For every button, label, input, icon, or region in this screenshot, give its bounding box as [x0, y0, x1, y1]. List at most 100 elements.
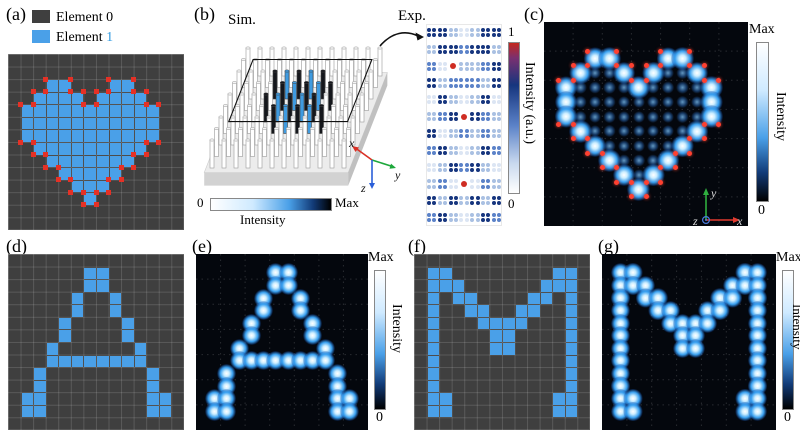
element1-cell — [565, 405, 578, 418]
exp-dot — [432, 33, 436, 37]
element1-cell — [477, 317, 490, 330]
exp-dot — [497, 196, 502, 201]
exp-dot — [481, 184, 486, 189]
element1-cell — [71, 117, 84, 130]
exp-dot — [453, 83, 458, 88]
element1-cell — [565, 267, 578, 280]
exp-dot — [492, 128, 496, 133]
exp-dot — [481, 201, 486, 206]
corner-marker-dot — [701, 136, 707, 142]
exp-dot — [432, 95, 436, 100]
intensity-dot — [661, 125, 675, 138]
exp-dot — [481, 167, 486, 172]
element1-cell — [109, 117, 122, 130]
exp-dot — [442, 117, 447, 122]
exp-dot — [470, 44, 475, 49]
element1-cell — [84, 355, 96, 368]
hbar-max-label: Max — [335, 195, 359, 210]
legend-element-1-label: Element 1 — [56, 30, 114, 45]
legend: Element 0 Element 1 — [32, 8, 113, 48]
exp-dot — [470, 201, 475, 206]
exp-dot — [442, 134, 447, 138]
exp-colorbar — [508, 42, 520, 194]
element1-cell — [71, 305, 84, 317]
element1-cell — [477, 305, 490, 317]
element1-cell — [565, 292, 578, 305]
intensity-dot — [603, 66, 616, 80]
element1-cell — [97, 280, 109, 292]
intensity-dot — [574, 96, 587, 109]
intensity-dot — [710, 300, 730, 321]
intensity-dot — [603, 110, 616, 123]
c-bar-max-label: Max — [749, 22, 775, 37]
corner-marker-dot — [628, 194, 634, 200]
intensity-dot — [632, 96, 645, 109]
exp-dot — [437, 49, 442, 54]
exp-dot — [497, 218, 502, 223]
panel-label-g: (g) — [598, 236, 619, 256]
intensity-dot — [588, 81, 602, 94]
element1-cell — [84, 180, 96, 193]
element1-cell — [109, 105, 122, 117]
element1-cell — [465, 305, 477, 317]
element1-cell — [59, 168, 71, 180]
exp-dot — [470, 218, 475, 223]
element1-cell — [46, 155, 59, 168]
element1-cell — [427, 267, 440, 280]
element1-cell — [134, 105, 147, 117]
corner-marker-dot — [556, 121, 562, 127]
exp-dot — [481, 213, 486, 217]
intensity-dot — [632, 125, 645, 138]
exp-dot — [464, 167, 469, 172]
intensity-dot — [603, 81, 616, 94]
exp-dot — [492, 213, 496, 217]
exp-dot — [492, 78, 496, 83]
exp-dot — [481, 128, 486, 133]
exp-dot — [470, 61, 475, 66]
corner-marker-dot — [687, 48, 693, 54]
intensity-dot — [661, 110, 675, 123]
exp-dot — [453, 112, 458, 116]
corner-marker — [30, 89, 36, 95]
intensity-dot — [254, 301, 273, 320]
exp-dot — [453, 150, 458, 155]
exp-dot — [448, 44, 453, 49]
exp-dot — [437, 44, 442, 49]
corner-marker-dot — [570, 121, 576, 127]
element1-cell — [59, 355, 71, 368]
exp-dot — [437, 184, 442, 189]
pixel-grid-heart — [8, 54, 184, 230]
exp-dot — [475, 27, 480, 32]
exp-dot — [459, 95, 464, 100]
panel-label-f: (f) — [408, 236, 426, 256]
exp-dot — [497, 201, 502, 206]
exp-dot — [459, 196, 464, 201]
exp-dot — [437, 134, 442, 138]
exp-dot — [437, 100, 442, 105]
c-bar-title: Intensity — [773, 92, 788, 141]
element1-cell — [147, 405, 159, 418]
exp-dot — [448, 78, 453, 83]
expbar-max-label: 1 — [508, 24, 515, 39]
exp-dot — [464, 134, 469, 138]
exp-dot — [486, 78, 491, 83]
exp-dot — [470, 162, 475, 167]
exp-dot — [481, 27, 486, 32]
exp-dot — [475, 66, 480, 71]
element1-cell — [97, 92, 109, 105]
element1-cell — [122, 317, 134, 330]
exp-dot — [486, 184, 491, 189]
corner-marker-dot — [614, 63, 620, 69]
corner-marker-dot — [628, 77, 634, 83]
exp-dot — [426, 162, 431, 167]
element1-cell — [159, 393, 172, 405]
element1-cell — [97, 355, 109, 368]
intensity-dot — [603, 125, 616, 138]
exp-dot — [486, 145, 491, 150]
exp-dot — [453, 95, 458, 100]
corner-marker-dot — [658, 63, 664, 69]
exp-dot — [442, 27, 447, 32]
exp-dot — [448, 201, 453, 206]
corner-marker-dot — [658, 48, 664, 54]
corner-marker — [156, 101, 162, 107]
